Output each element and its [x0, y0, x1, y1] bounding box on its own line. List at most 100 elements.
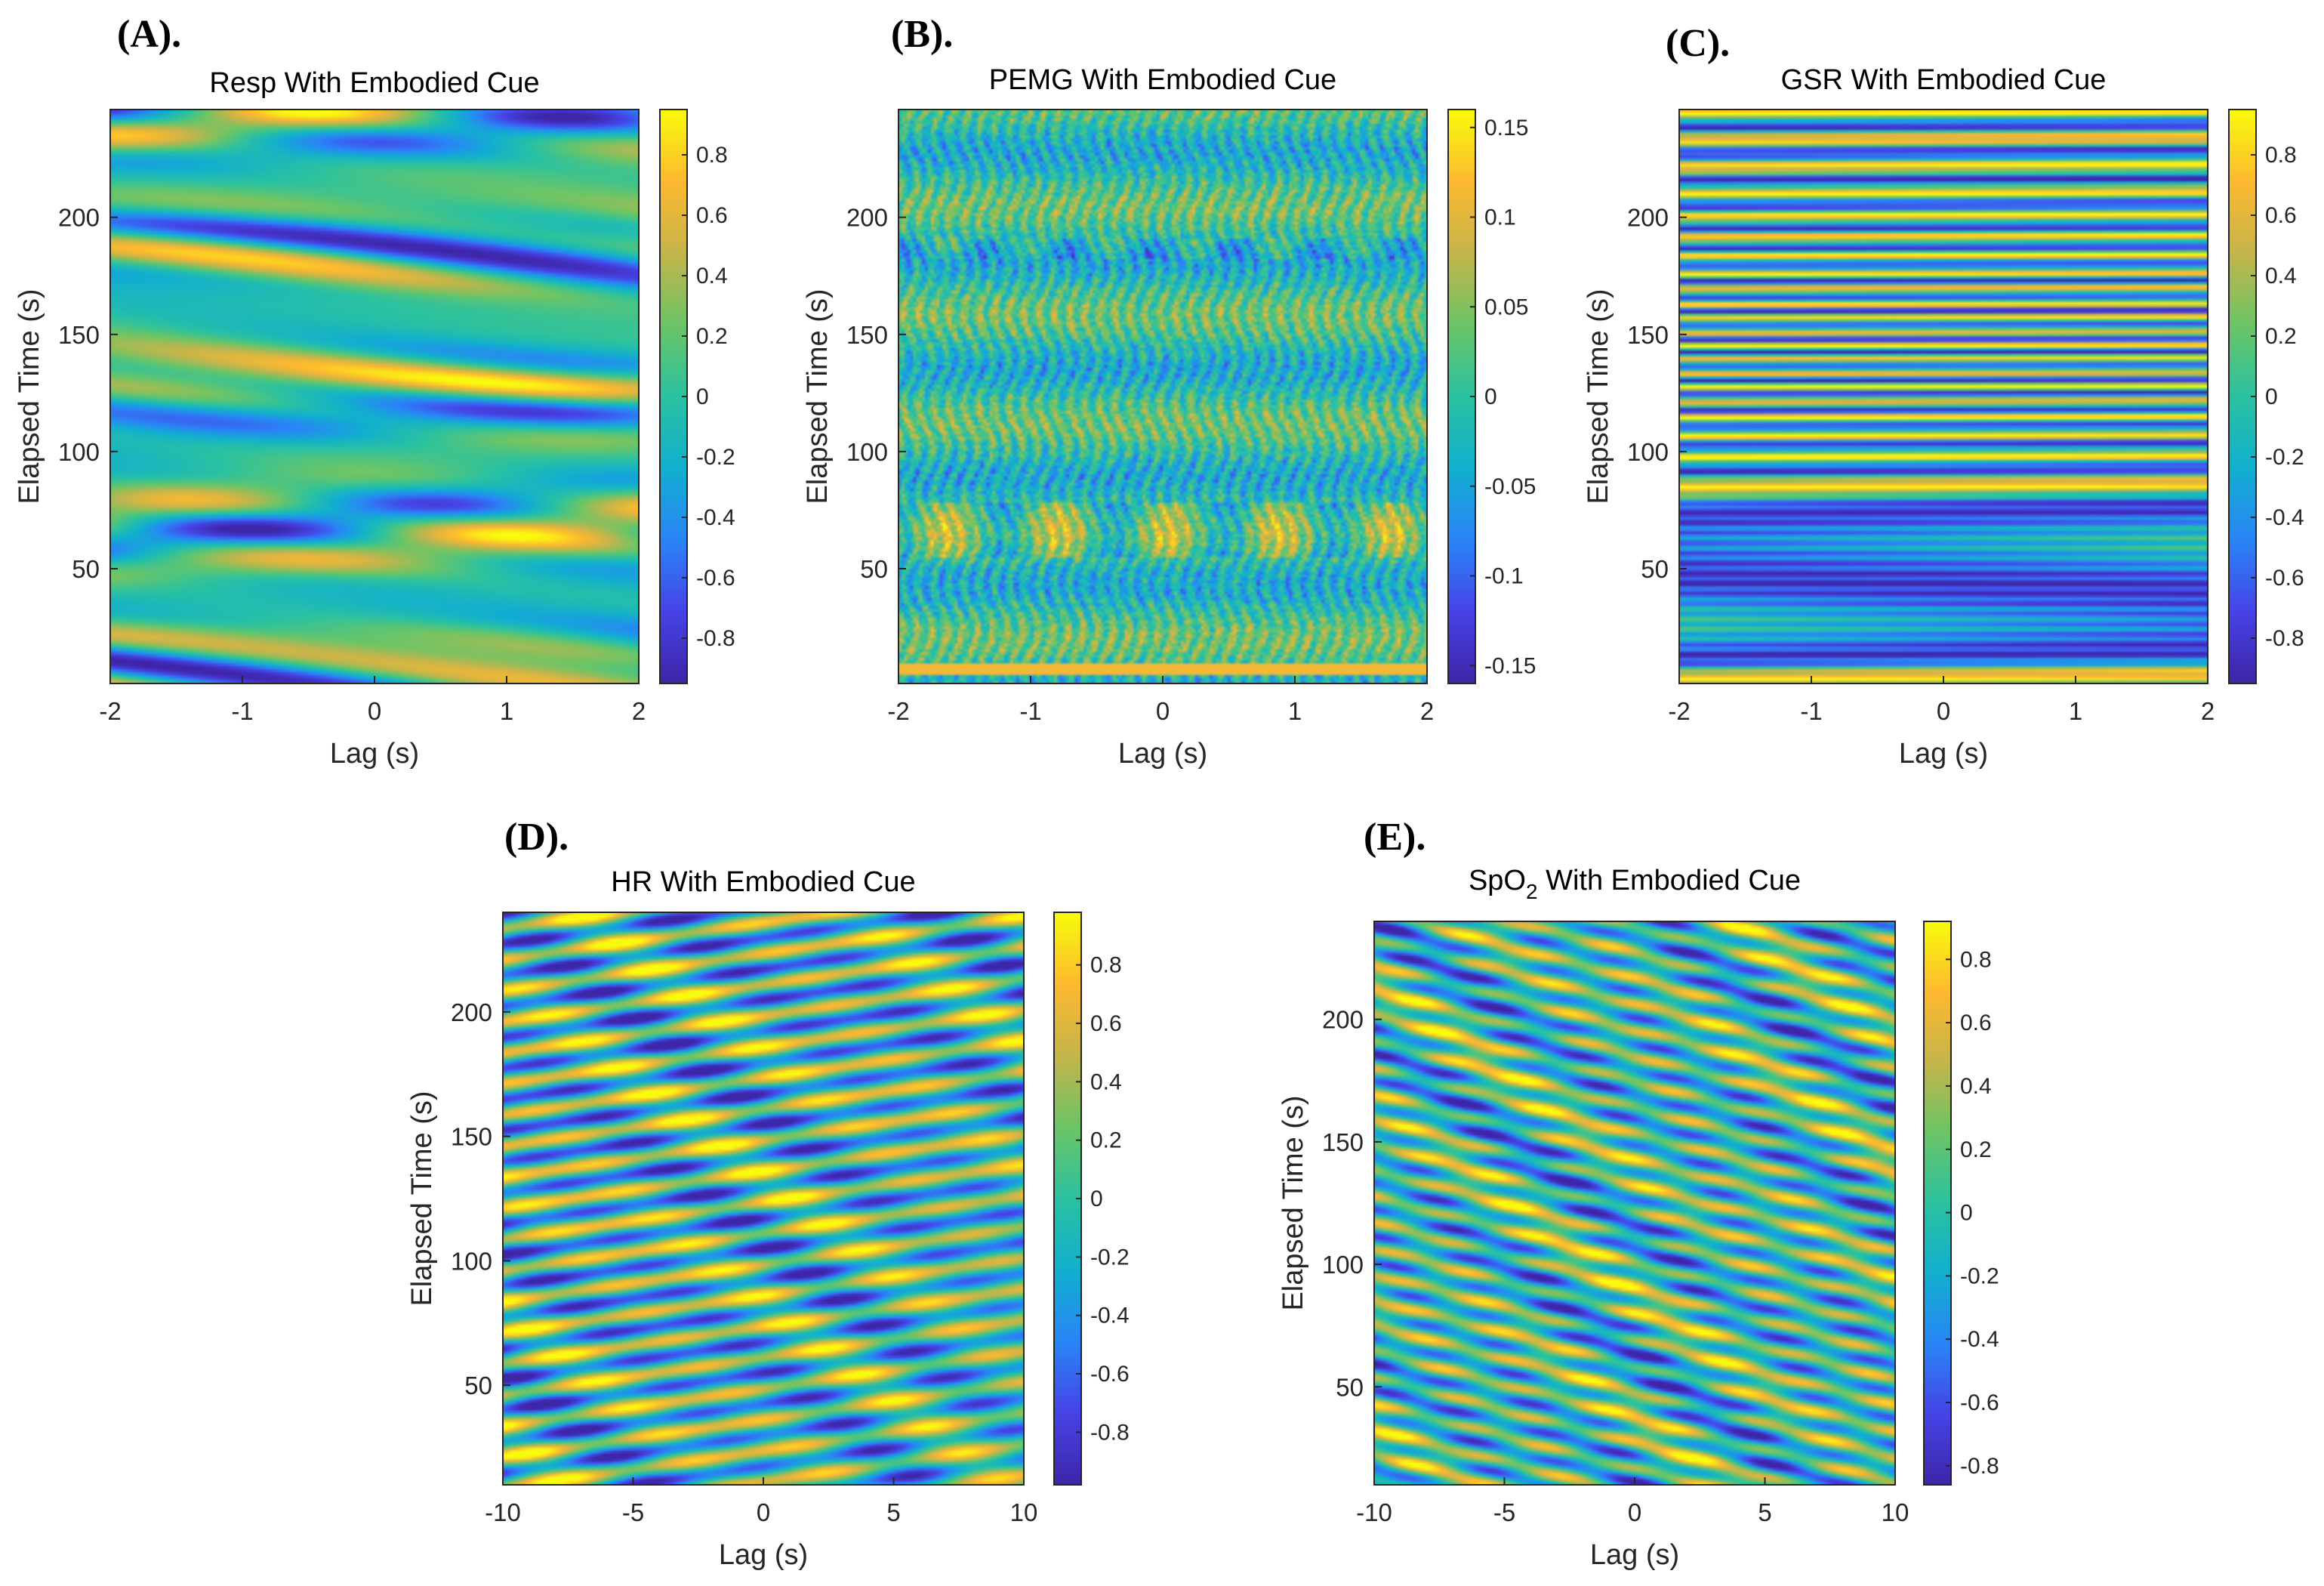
- panel-a-ctick-label: -0.8: [696, 626, 735, 651]
- panel-e-xtick-label: -5: [1493, 1498, 1515, 1526]
- panel-b-ytick-label: 150: [846, 321, 888, 349]
- panel-a-ytick-label: 100: [58, 438, 100, 466]
- panel-c-ctick-label: 0.4: [2265, 264, 2297, 289]
- panel-c-ctick-label: 0: [2265, 384, 2278, 409]
- panel-e-title: SpO2 With Embodied Cue: [1469, 865, 1801, 903]
- panel-a-ytick-label: 50: [72, 555, 100, 583]
- panel-e-heatmap: [1374, 921, 1895, 1485]
- panel-c-ctick-label: -0.4: [2265, 505, 2304, 530]
- panel-c-letter: (C).: [1666, 22, 1730, 65]
- panel-d-xtick-label: -10: [485, 1498, 521, 1526]
- panel-e-ctick-label: -0.2: [1960, 1264, 1999, 1288]
- panel-e-colorbar-frame: [1923, 921, 1952, 1486]
- panel-b-ctick-label: -0.05: [1484, 474, 1536, 499]
- panel-a-ctick-label: 0.4: [696, 264, 728, 289]
- panel-e-xtick-label: 10: [1882, 1498, 1909, 1526]
- panel-c-ytick-label: 150: [1627, 321, 1669, 349]
- panel-b-ctick-label: -0.1: [1484, 564, 1524, 589]
- panel-b-xtick-label: -2: [887, 697, 909, 725]
- panel-e-ytick-label: 200: [1322, 1006, 1364, 1034]
- panel-c: (C). GSR With Embodied Cue -2 -1 0 1 2 50 100 150…: [1583, 22, 2304, 770]
- panel-c-heatmap: [1679, 110, 2208, 683]
- panel-a-ctick-label: -0.4: [696, 505, 735, 530]
- panel-b-title: PEMG With Embodied Cue: [989, 64, 1336, 96]
- panel-a-xlabel: Lag (s): [330, 738, 419, 770]
- panel-a-xtick-label: -1: [231, 697, 253, 725]
- panel-b-xtick-label: 1: [1288, 697, 1302, 725]
- panel-b-xtick-label: 0: [1156, 697, 1170, 725]
- panel-d-ctick-label: 0.4: [1090, 1069, 1122, 1094]
- panel-c-ctick-label: 0.6: [2265, 203, 2297, 228]
- panel-d-ylabel: Elapsed Time (s): [406, 1091, 438, 1306]
- panel-c-ctick-label: 0.8: [2265, 143, 2297, 168]
- panel-b-ytick-label: 100: [846, 438, 888, 466]
- panel-e-xtick-label: 5: [1758, 1498, 1771, 1526]
- panel-a-ctick-label: 0.2: [696, 324, 728, 349]
- panel-d-ctick-label: 0: [1090, 1186, 1103, 1211]
- panel-e-ctick-label: 0.8: [1960, 947, 1992, 972]
- panel-b-ylabel: Elapsed Time (s): [802, 289, 834, 504]
- panel-b-xtick-label: 2: [1420, 697, 1434, 725]
- panel-c-ctick-label: -0.8: [2265, 626, 2304, 651]
- panel-e-xlabel: Lag (s): [1590, 1539, 1679, 1571]
- panel-a-ytick-label: 200: [58, 204, 100, 232]
- panel-d: (D). HR With Embodied Cue -10 -5 0 5 10 50 100 15…: [406, 816, 1130, 1571]
- panel-a-title: Resp With Embodied Cue: [209, 67, 539, 99]
- panel-a-xtick-label: 0: [368, 697, 381, 725]
- panel-d-ctick-label: 0.8: [1090, 953, 1122, 978]
- panel-c-ytick-label: 50: [1641, 555, 1669, 583]
- panel-e-ylabel: Elapsed Time (s): [1278, 1095, 1309, 1310]
- panel-b-ytick-label: 50: [860, 555, 888, 583]
- panel-a-ctick-label: -0.2: [696, 445, 735, 470]
- panel-b-ctick-label: 0.05: [1484, 295, 1528, 319]
- panel-c-ytick-label: 100: [1627, 438, 1669, 466]
- panel-a: (A). Resp With Embodied Cue -2 -1 0 1 2 50 100 15…: [14, 13, 735, 770]
- panel-d-ytick-label: 100: [451, 1247, 492, 1275]
- panel-a-heatmap: [110, 110, 639, 683]
- panel-c-xtick-label: -2: [1668, 697, 1690, 725]
- panel-d-xlabel: Lag (s): [719, 1539, 808, 1571]
- panel-c-xtick-label: 0: [1937, 697, 1950, 725]
- panel-d-letter: (D).: [504, 816, 569, 859]
- panel-e-ytick-label: 50: [1336, 1373, 1364, 1401]
- panel-d-xtick-label: -5: [622, 1498, 644, 1526]
- panel-c-xtick-label: 2: [2201, 697, 2215, 725]
- panel-e-ctick-label: -0.8: [1960, 1454, 1999, 1479]
- panel-a-ctick-label: 0.6: [696, 203, 728, 228]
- panel-c-ylabel: Elapsed Time (s): [1583, 289, 1614, 504]
- panel-a-ctick-label: 0: [696, 384, 709, 409]
- panel-e-ytick-label: 150: [1322, 1128, 1364, 1156]
- panel-c-xtick-label: 1: [2069, 697, 2082, 725]
- panel-e: (E). SpO2 With Embodied Cue -10 -5 0 5 10 50 100…: [1278, 816, 1999, 1571]
- panel-d-ctick-label: 0.6: [1090, 1011, 1122, 1036]
- panel-b-ctick-label: 0.1: [1484, 205, 1516, 230]
- panel-b-ctick-label: -0.15: [1484, 653, 1536, 678]
- panel-e-letter: (E).: [1364, 816, 1426, 859]
- panel-d-title: HR With Embodied Cue: [611, 866, 915, 898]
- panel-a-xtick-label: -2: [99, 697, 121, 725]
- panel-a-ylabel: Elapsed Time (s): [14, 289, 45, 504]
- panel-b-heatmap: [898, 110, 1427, 683]
- panel-b-xlabel: Lag (s): [1118, 738, 1207, 770]
- panel-d-ytick-label: 50: [464, 1372, 492, 1399]
- panel-c-ytick-label: 200: [1627, 204, 1669, 232]
- panel-e-xtick-label: 0: [1628, 1498, 1641, 1526]
- panel-d-ctick-label: -0.8: [1090, 1420, 1130, 1445]
- panel-e-colorbar: [1924, 921, 1951, 1485]
- panel-c-xtick-label: -1: [1800, 697, 1822, 725]
- panel-e-xtick-label: -10: [1356, 1498, 1392, 1526]
- panel-a-ctick-label: 0.8: [696, 143, 728, 168]
- panel-c-ctick-label: 0.2: [2265, 324, 2297, 349]
- panel-e-ctick-label: -0.6: [1960, 1390, 1999, 1415]
- panel-b: (B). PEMG With Embodied Cue -2 -1 0 1 2 50 100 15…: [802, 13, 1536, 770]
- panel-c-xlabel: Lag (s): [1899, 738, 1988, 770]
- panel-e-ctick-label: 0.6: [1960, 1011, 1992, 1035]
- panel-d-xtick-label: 0: [757, 1498, 770, 1526]
- panel-b-ytick-label: 200: [846, 204, 888, 232]
- panel-e-ctick-label: 0: [1960, 1201, 1973, 1226]
- panel-a-xtick-label: 2: [632, 697, 646, 725]
- panel-d-ctick-label: 0.2: [1090, 1128, 1122, 1153]
- panel-e-ctick-label: -0.4: [1960, 1327, 1999, 1352]
- panel-d-ytick-label: 150: [451, 1123, 492, 1151]
